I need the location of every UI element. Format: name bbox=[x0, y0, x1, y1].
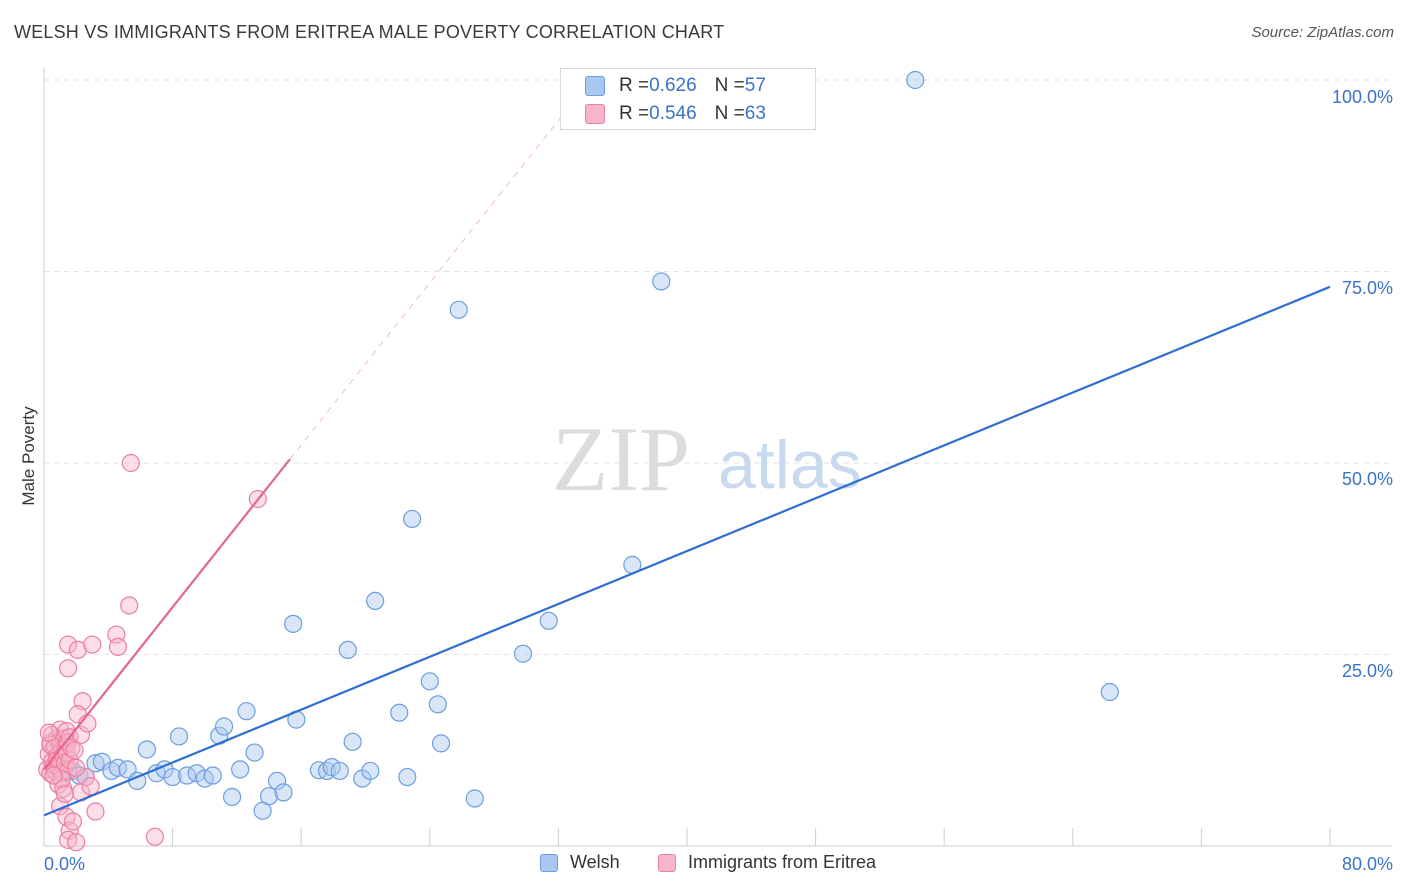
n-value: 57 bbox=[744, 75, 766, 96]
chart-title: WELSH VS IMMIGRANTS FROM ERITREA MALE PO… bbox=[14, 22, 725, 42]
welsh-point bbox=[222, 787, 242, 807]
welsh-point bbox=[343, 732, 362, 751]
welsh-point bbox=[169, 727, 189, 746]
welsh-point bbox=[366, 591, 385, 610]
welsh-point bbox=[513, 644, 533, 663]
welsh-point bbox=[431, 734, 451, 753]
n-label: N = bbox=[714, 75, 745, 96]
eritrea-swatch bbox=[585, 104, 605, 124]
legend-label: Immigrants from Eritrea bbox=[688, 852, 877, 872]
x-tick-label-min: 0.0% bbox=[44, 854, 85, 874]
eritrea-legend-swatch bbox=[658, 853, 676, 872]
legend-label: Welsh bbox=[570, 852, 620, 872]
watermark-zip: ZIP bbox=[552, 408, 690, 510]
welsh-point bbox=[465, 789, 484, 808]
source-credit: Source: ZipAtlas.com bbox=[1251, 24, 1394, 41]
eritrea-point bbox=[68, 705, 87, 724]
stats-legend-row-eritrea: R = 0.546 N = 63 bbox=[585, 103, 766, 125]
eritrea-trend-extension bbox=[289, 79, 591, 460]
eritrea-trend-line bbox=[43, 458, 291, 771]
r-value: 0.626 bbox=[649, 75, 697, 96]
welsh-point bbox=[390, 703, 409, 722]
welsh-point bbox=[338, 640, 357, 660]
welsh-point bbox=[137, 740, 156, 759]
welsh-point bbox=[652, 272, 671, 291]
welsh-point bbox=[231, 760, 250, 779]
welsh-point bbox=[245, 743, 264, 762]
welsh-point bbox=[449, 300, 468, 319]
welsh-point bbox=[237, 702, 256, 721]
welsh-point bbox=[86, 754, 105, 773]
welsh-point bbox=[284, 614, 303, 633]
r-label: R = bbox=[619, 103, 650, 124]
eritrea-point bbox=[63, 812, 83, 831]
eritrea-point bbox=[108, 637, 128, 656]
legend-item-welsh[interactable]: Welsh bbox=[540, 852, 620, 873]
welsh-point bbox=[267, 771, 287, 790]
n-value: 63 bbox=[744, 103, 766, 124]
eritrea-point bbox=[121, 453, 140, 473]
welsh-point bbox=[274, 783, 293, 802]
y-axis-label: Male Poverty bbox=[19, 406, 38, 506]
n-label: N = bbox=[714, 103, 745, 124]
eritrea-point bbox=[86, 802, 105, 821]
eritrea-point bbox=[65, 741, 84, 760]
legend-item-eritrea[interactable]: Immigrants from Eritrea bbox=[658, 852, 876, 873]
eritrea-point bbox=[67, 758, 86, 777]
eritrea-point bbox=[57, 807, 76, 826]
welsh-point bbox=[906, 70, 925, 90]
eritrea-point bbox=[44, 766, 63, 785]
welsh-point bbox=[403, 509, 422, 529]
eritrea-point bbox=[120, 596, 139, 615]
eritrea-point bbox=[62, 738, 81, 758]
welsh-point bbox=[214, 717, 234, 736]
stats-legend-row-welsh: R = 0.626 N = 57 bbox=[585, 75, 766, 97]
eritrea-point bbox=[55, 784, 74, 804]
eritrea-point bbox=[76, 767, 95, 787]
eritrea-point bbox=[145, 827, 165, 846]
welsh-point bbox=[330, 761, 349, 781]
eritrea-point bbox=[81, 777, 100, 796]
y-tick-label-50: 50.0% bbox=[1342, 469, 1393, 489]
eritrea-point bbox=[83, 635, 102, 654]
r-value: 0.546 bbox=[649, 103, 697, 124]
welsh-point bbox=[539, 611, 558, 630]
y-tick-label-100: 100.0% bbox=[1332, 87, 1393, 107]
eritrea-point bbox=[67, 833, 86, 852]
welsh-point bbox=[1100, 682, 1119, 702]
welsh-point bbox=[420, 672, 439, 691]
eritrea-point bbox=[39, 723, 58, 742]
watermark-atlas: atlas bbox=[718, 427, 862, 503]
welsh-trend-line bbox=[43, 285, 1331, 817]
welsh-point bbox=[203, 766, 222, 785]
welsh-point bbox=[259, 787, 279, 806]
welsh-legend-swatch bbox=[540, 853, 558, 872]
eritrea-point bbox=[59, 659, 78, 678]
welsh-swatch bbox=[585, 76, 605, 96]
welsh-point bbox=[361, 761, 380, 781]
welsh-point bbox=[92, 752, 111, 771]
y-tick-label-75: 75.0% bbox=[1342, 278, 1393, 298]
x-tick-label-max: 80.0% bbox=[1342, 854, 1393, 874]
welsh-point bbox=[428, 695, 447, 714]
welsh-point bbox=[163, 767, 182, 787]
welsh-point bbox=[398, 767, 417, 787]
stats-legend: R = 0.626 N = 57 R = 0.546 N = 63 bbox=[560, 68, 816, 130]
eritrea-point bbox=[59, 635, 78, 654]
r-label: R = bbox=[619, 75, 650, 96]
y-tick-label-25: 25.0% bbox=[1342, 661, 1393, 681]
bottom-legend: Welsh Immigrants from Eritrea bbox=[0, 850, 1406, 880]
